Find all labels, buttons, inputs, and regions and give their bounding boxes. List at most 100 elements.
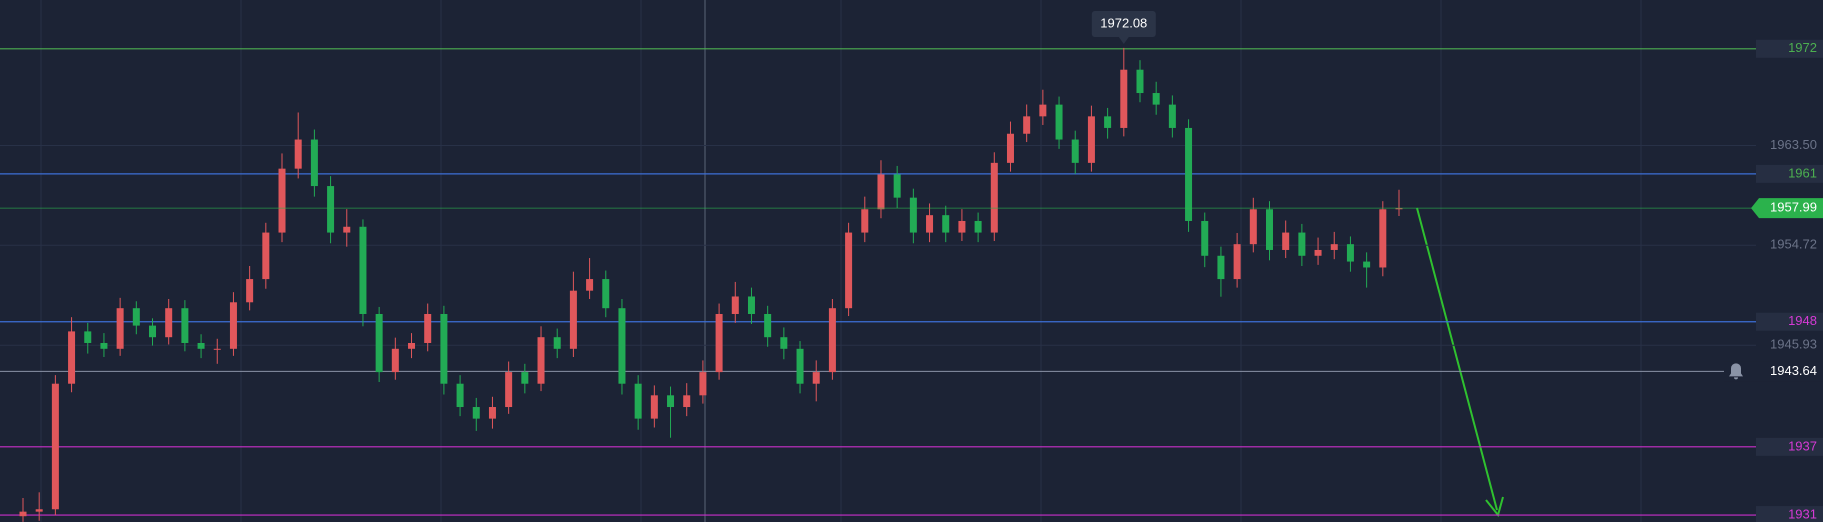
candle-body [812, 372, 820, 384]
candle-body [132, 308, 140, 326]
candle-body [1023, 116, 1031, 134]
candle-body [505, 372, 513, 408]
candle-body [796, 348, 804, 384]
high-tooltip-box [1091, 11, 1156, 37]
candle-body [909, 197, 917, 233]
level-label: 1937 [1788, 438, 1817, 453]
candle-body [51, 383, 59, 510]
candle-body [100, 342, 108, 349]
candle-body [181, 308, 189, 343]
level-label-box [1756, 164, 1823, 183]
high-tooltip-pointer [1118, 37, 1129, 44]
candle-body [521, 372, 529, 384]
candle-body [1249, 209, 1257, 245]
candle-body [310, 139, 318, 187]
candle-body [1330, 244, 1338, 250]
level-label-box [1756, 39, 1823, 58]
candle-body [213, 348, 221, 350]
y-tick-label: 1963.50 [1770, 137, 1817, 152]
candle-body [1152, 93, 1160, 105]
candle-body [845, 232, 853, 309]
candle-body [456, 383, 464, 408]
candle-body [472, 407, 480, 419]
y-tick-label: 1945.93 [1770, 337, 1817, 352]
candle-body [974, 220, 982, 233]
candle-body [747, 296, 755, 314]
candle-body [650, 395, 658, 419]
candle-body [926, 215, 934, 233]
candle-body [828, 308, 836, 373]
candle-body [246, 279, 254, 303]
candle-body [537, 337, 545, 384]
level-label: 1961 [1788, 165, 1817, 180]
candle-body [1363, 261, 1371, 268]
vertical-grid [40, 0, 1642, 522]
candle-body [408, 342, 416, 349]
candle-body [116, 308, 124, 349]
level-label-box [1756, 312, 1823, 331]
candle-body [699, 372, 707, 396]
candle-body [1314, 249, 1322, 256]
level-label: 1972 [1788, 40, 1817, 55]
candle-body [149, 325, 157, 338]
bell-icon [1729, 363, 1743, 380]
candle-body [197, 342, 205, 349]
candle-body [1055, 104, 1063, 140]
candle-body [165, 308, 173, 338]
candle-body [893, 174, 901, 198]
candle-body [375, 313, 383, 373]
candle-body [877, 174, 885, 210]
candle-body [569, 290, 577, 349]
candle-body [958, 220, 966, 233]
candle-body [343, 226, 351, 233]
alert-label-box [1724, 361, 1823, 382]
candle-body [683, 395, 691, 408]
candle-body [1298, 232, 1306, 256]
candle-body [1379, 209, 1387, 268]
candle-body [942, 215, 950, 233]
candle-body [1006, 133, 1014, 163]
candle-body [1346, 244, 1354, 262]
last-price-label: 1957.99 [1770, 200, 1817, 215]
y-tick-label: 1954.72 [1770, 237, 1817, 252]
candle-body [1104, 116, 1112, 128]
candle-body [618, 308, 626, 384]
candle-body [1168, 104, 1176, 128]
candle-body [553, 337, 561, 349]
candle-body [278, 168, 286, 233]
level-label-box [1756, 506, 1823, 522]
candle-body [1120, 69, 1128, 128]
candle-body [1136, 69, 1144, 94]
candle-body [1087, 116, 1095, 163]
candle-body [1185, 127, 1193, 221]
candle-body [294, 139, 302, 169]
candle-body [68, 331, 76, 384]
candle-body [1395, 208, 1403, 210]
candle-body [731, 296, 739, 314]
candle-body [1233, 244, 1241, 280]
candle-body [488, 407, 496, 419]
candle-body [262, 232, 270, 280]
candle-body [1201, 220, 1209, 256]
candle-body [602, 279, 610, 309]
candle-body [84, 331, 92, 343]
candle-body [990, 162, 998, 233]
alert-label: 1943.64 [1770, 363, 1817, 378]
candle-body [1282, 232, 1290, 250]
level-label: 1931 [1788, 507, 1817, 522]
candle-body [1217, 255, 1225, 280]
candle-body [861, 209, 869, 233]
candle-body [715, 313, 723, 373]
candle-body [327, 186, 335, 233]
candle-body [667, 395, 675, 408]
high-tooltip: 1972.08 [1100, 15, 1147, 30]
candle-body [391, 348, 399, 373]
candle-body [229, 302, 237, 349]
candle-body [780, 337, 788, 349]
candle-body [586, 279, 594, 291]
candle-body [1071, 139, 1079, 163]
candle-body [1265, 209, 1273, 250]
candle-body [35, 509, 43, 512]
